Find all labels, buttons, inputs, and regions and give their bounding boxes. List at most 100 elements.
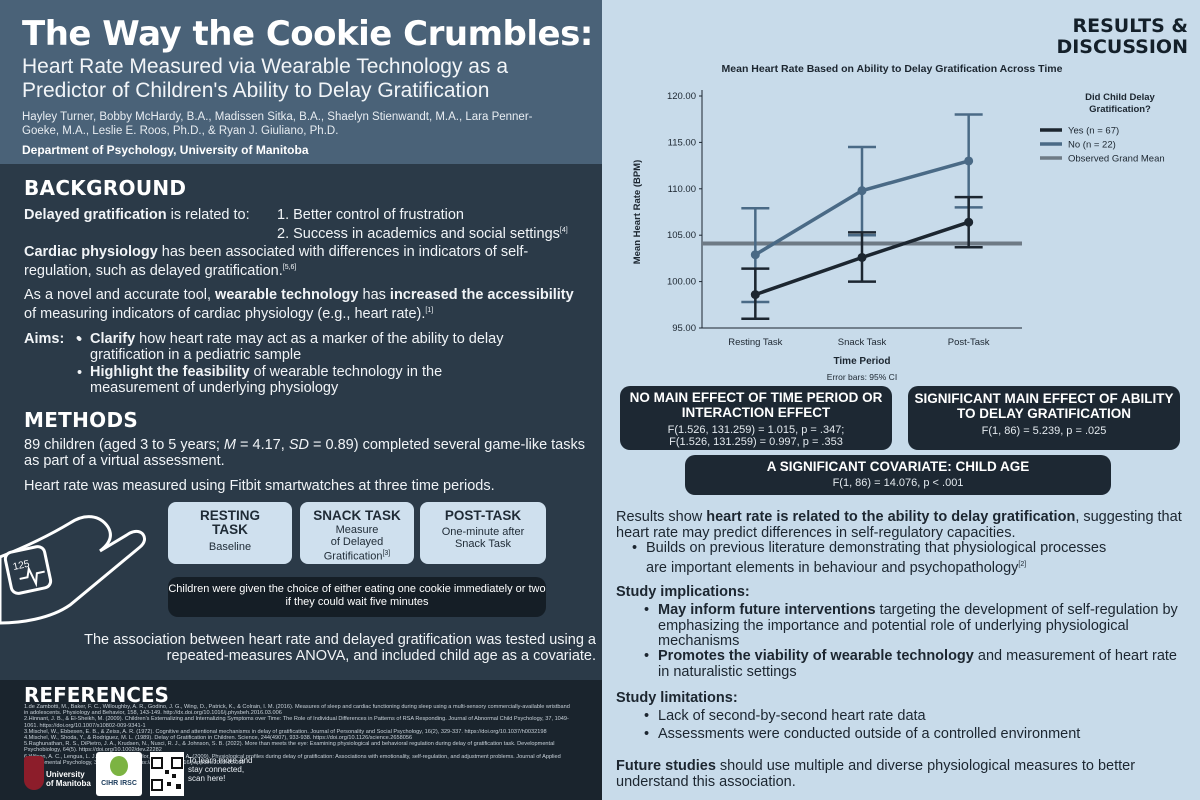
dg-bold: Delayed gratification — [24, 207, 167, 223]
um-crest-icon — [24, 756, 44, 790]
results-heading-2: DISCUSSION — [1056, 36, 1188, 58]
legend-title: Gratification? — [1089, 104, 1151, 115]
left-column: The Way the Cookie Crumbles: Heart Rate … — [0, 0, 602, 800]
cookie-choice-note: Children were given the choice of either… — [168, 577, 546, 617]
methods-p1-a: 89 children (aged 3 to 5 years; — [24, 437, 224, 453]
qr-pattern — [151, 757, 183, 791]
summary-bullet-text: Builds on previous literature demonstrat… — [646, 540, 1107, 576]
summary-post: , suggesting that heart rate may predict… — [616, 509, 1182, 541]
stage-resting-title: RESTING TASK — [199, 508, 260, 537]
aim-2-bullet: • — [77, 365, 83, 381]
box1-line1: F(1.526, 131.259) = 1.015, p = .347; — [667, 424, 845, 436]
methods-p1-m: M — [223, 437, 236, 453]
qr-code-icon[interactable] — [150, 752, 184, 796]
result-box-group: SIGNIFICANT MAIN EFFECT OF ABILITY TO DE… — [908, 386, 1180, 450]
right-column: RESULTS & DISCUSSION Mean Heart Rate Bas… — [602, 0, 1200, 800]
implication-1-bold: May inform future interventions — [658, 602, 876, 618]
data-point — [964, 156, 974, 166]
results-summary: Results show heart rate is related to th… — [616, 509, 1192, 541]
department: Department of Psychology, University of … — [22, 143, 309, 157]
x-tick-label: Resting Task — [728, 337, 782, 348]
implication-2: • Promotes the viability of wearable tech… — [644, 648, 1178, 680]
stage-resting: RESTING TASK Baseline — [168, 502, 292, 564]
stage-snack-desc: Measure of Delayed Gratification[3] — [323, 524, 391, 563]
summary-bold: heart rate is related to the ability to … — [706, 509, 1076, 525]
box3-line1: F(1, 86) = 14.076, p < .001 — [832, 477, 964, 489]
bullet-dot: • — [632, 540, 638, 556]
limitation-2-text: Assessments were conducted outside of a … — [658, 726, 1081, 742]
dg-intro: Delayed gratification is related to: — [24, 207, 274, 223]
chart-title: Mean Heart Rate Based on Ability to Dela… — [722, 63, 1063, 75]
bullet-dot: • — [644, 708, 650, 724]
wear-post: of measuring indicators of cardiac physi… — [24, 305, 426, 322]
legend-label: Yes (n = 67) — [1068, 126, 1119, 137]
methods-participants: 89 children (aged 3 to 5 years; M = 4.17… — [24, 437, 594, 469]
x-axis-label: Time Period — [833, 356, 890, 367]
cardiac-text: has been associated with differences in … — [24, 244, 529, 279]
poster-subtitle-1: Heart Rate Measured via Wearable Technol… — [22, 55, 508, 78]
wear-mid: has — [358, 287, 390, 303]
methods-heading: METHODS — [24, 408, 139, 432]
legend-title: Did Child Delay — [1085, 92, 1155, 103]
results-heading-1: RESULTS & — [1072, 15, 1188, 37]
references-heading: REFERENCES — [24, 683, 169, 707]
background-heading: BACKGROUND — [24, 176, 187, 200]
dg-list: 1. Better control of frustration 2. Succ… — [277, 207, 597, 242]
author-list: Hayley Turner, Bobby McHardy, B.A., Madi… — [22, 111, 533, 137]
implication-2-text: and measurement of heart rate in natural… — [658, 648, 1177, 680]
limitations-heading: Study limitations: — [616, 690, 738, 706]
limitation-2: • Assessments were conducted outside of a… — [644, 726, 1178, 743]
limitation-1: • Lack of second-by-second heart rate dat… — [644, 708, 1178, 725]
y-tick-label: 115.00 — [668, 137, 696, 148]
aims-label: Aims: — [24, 331, 65, 347]
stage-snack: SNACK TASK Measure of Delayed Gratificatio… — [300, 502, 414, 564]
aim-1-bullet: • — [77, 332, 83, 348]
poster-title: The Way the Cookie Crumbles: — [22, 14, 593, 54]
aim-2-bold: Highlight the feasibility — [90, 364, 250, 380]
reference-item: 2.Hinnant, J. B., & El-Sheikh, M. (2009)… — [24, 716, 569, 729]
implication-1: • May inform future interventions targeti… — [644, 602, 1178, 650]
cardiac-paragraph: Cardiac physiology has been associated w… — [24, 244, 564, 279]
future-bold: Future studies — [616, 758, 716, 774]
implications-heading: Study implications: — [616, 584, 750, 600]
heart-rate-chart: Mean Heart Rate Based on Ability to Dela… — [632, 63, 1165, 382]
methods-heart-rate: Heart rate was measured using Fitbit sma… — [24, 478, 495, 494]
reference-item: 5.Raghunathan, R. S., DiPietro, J. A., K… — [24, 741, 555, 754]
y-axis-label: Mean Heart Rate (BPM) — [632, 160, 643, 265]
poster-header: The Way the Cookie Crumbles: Heart Rate … — [0, 0, 602, 164]
methods-p1-b: = 4.17, — [236, 437, 289, 453]
um-logo-text: University of Manitoba — [46, 770, 91, 788]
qr-caption: To learn more and stay connected, scan h… — [188, 756, 253, 783]
reference-item: 4.Mischel, W., Shoda, Y., & Rodriguez, M… — [24, 735, 413, 742]
cihr-logo: CIHR IRSC — [96, 752, 142, 796]
bullet-dot: • — [644, 602, 650, 618]
analysis-paragraph: The association between heart rate and d… — [84, 632, 596, 664]
implication-1-text: targeting the development of self-regula… — [658, 602, 1178, 649]
poster-subtitle-2: Predictor of Children's Ability to Delay… — [22, 79, 490, 102]
methods-p1-c: = 0.89) completed several game-like task… — [24, 437, 585, 469]
y-tick-label: 100.00 — [667, 277, 696, 288]
bullet-dot: • — [644, 726, 650, 742]
y-tick-label: 110.00 — [668, 184, 696, 195]
legend-label: Observed Grand Mean — [1068, 154, 1165, 165]
y-tick-label: 95.00 — [672, 323, 696, 334]
bullet-dot: • — [644, 648, 650, 664]
stage-post: POST-TASK One-minute after Snack Task — [420, 502, 546, 564]
stage-snack-ref: [3] — [382, 550, 391, 557]
data-point — [750, 250, 760, 260]
data-point — [750, 290, 760, 300]
cihr-logo-text: CIHR IRSC — [101, 780, 137, 787]
reference-item: 1.de Zambotti, M., Baker, F. C., Willoug… — [24, 704, 570, 717]
future-studies: Future studies should use multiple and d… — [616, 758, 1192, 790]
dg-item-2-ref: [4] — [559, 227, 568, 234]
aim-1: Clarify how heart rate may act as a mark… — [90, 331, 510, 363]
stage-post-title: POST-TASK — [444, 508, 522, 523]
chart-note: Error bars: 95% CI — [827, 372, 897, 382]
cardiac-ref: [5,6] — [282, 264, 297, 271]
leaf-icon — [110, 756, 128, 776]
dg-item-2: 2. Success in academics and social setti… — [277, 225, 560, 242]
watch-value: 125 — [12, 559, 31, 573]
aim-1-bold: Clarify — [90, 331, 136, 347]
summary-bullet: • Builds on previous literature demonstra… — [632, 540, 1116, 576]
y-tick-label: 105.00 — [667, 230, 696, 241]
